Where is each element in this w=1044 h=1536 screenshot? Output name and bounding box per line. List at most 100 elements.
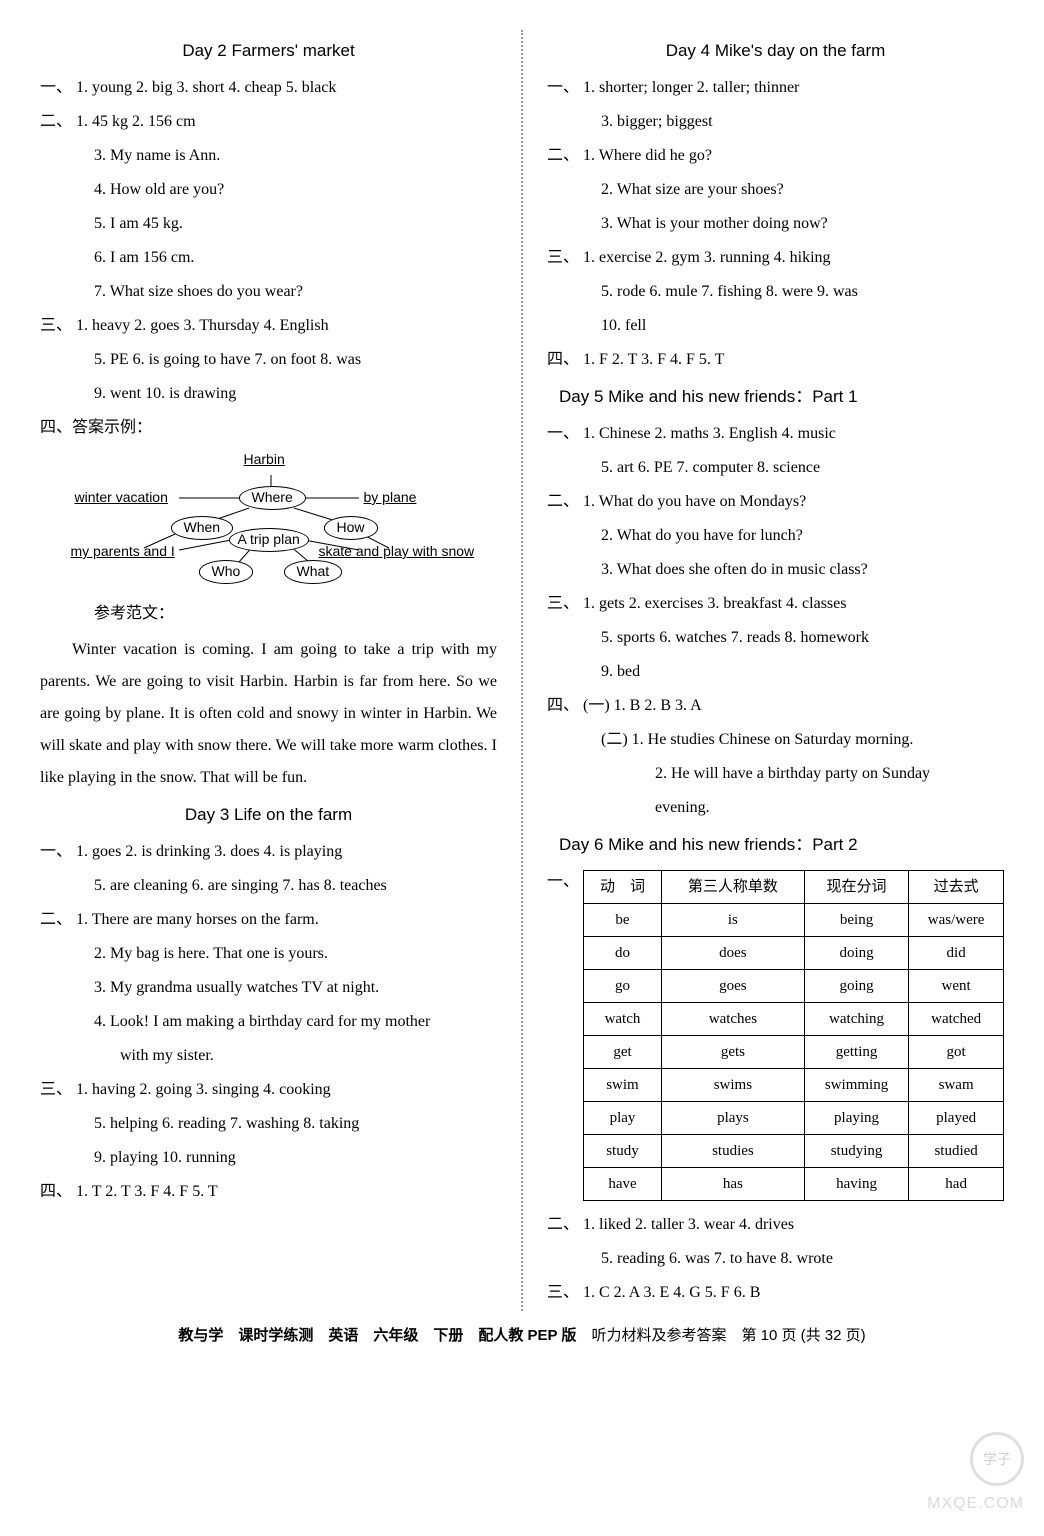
day2-s2-l6: 7. What size shoes do you wear?	[40, 276, 497, 308]
table-cell: swam	[909, 1069, 1004, 1102]
section-label: 二、	[547, 1209, 583, 1241]
day3-title: Day 3 Life on the farm	[40, 798, 497, 832]
day5-s4-p2-1: (二) 1. He studies Chinese on Saturday mo…	[547, 724, 1004, 756]
table-row: swimswimsswimmingswam	[584, 1069, 1004, 1102]
section-label: 一、	[547, 866, 583, 898]
table-cell: watches	[661, 1003, 804, 1036]
table-cell: getting	[804, 1036, 908, 1069]
table-cell: goes	[661, 970, 804, 1003]
day3-s3-l2: 5. helping 6. reading 7. washing 8. taki…	[40, 1108, 497, 1140]
day2-s2-l5: 6. I am 156 cm.	[40, 242, 497, 274]
day3-s2-l4: 4. Look! I am making a birthday card for…	[40, 1006, 497, 1038]
day4-s3-l1: 三、1. exercise 2. gym 3. running 4. hikin…	[547, 242, 1004, 274]
day5-s4-p2-2: 2. He will have a birthday party on Sund…	[547, 758, 1004, 790]
day2-s3-l1: 三、1. heavy 2. goes 3. Thursday 4. Englis…	[40, 310, 497, 342]
table-cell: swims	[661, 1069, 804, 1102]
day2-s4-label: 四、答案示例：	[40, 412, 497, 444]
table-header-row: 动 词 第三人称单数 现在分词 过去式	[584, 871, 1004, 904]
table-cell: did	[909, 937, 1004, 970]
verb-table-wrap: 动 词 第三人称单数 现在分词 过去式 beisbeingwas/weredod…	[583, 866, 1004, 1209]
day6-title: Day 6 Mike and his new friends：Part 2	[547, 828, 1004, 862]
day2-title: Day 2 Farmers' market	[40, 34, 497, 68]
day3-s2-l1: 二、1. There are many horses on the farm.	[40, 904, 497, 936]
answer-text: 1. F 2. T 3. F 4. F 5. T	[583, 351, 724, 368]
day4-s3-l3: 10. fell	[547, 310, 1004, 342]
day5-s3-l3: 9. bed	[547, 656, 1004, 688]
day5-s3-l1: 三、1. gets 2. exercises 3. breakfast 4. c…	[547, 588, 1004, 620]
day5-s1-l1: 一、1. Chinese 2. maths 3. English 4. musi…	[547, 418, 1004, 450]
answer-text: 1. Chinese 2. maths 3. English 4. music	[583, 425, 836, 442]
table-header: 现在分词	[804, 871, 908, 904]
day6-s1: 一、 动 词 第三人称单数 现在分词 过去式 beisbeingwas/were…	[547, 866, 1004, 1209]
day4-s1-l2: 3. bigger; biggest	[547, 106, 1004, 138]
table-cell: going	[804, 970, 908, 1003]
day2-s1: 一、1. young 2. big 3. short 4. cheap 5. b…	[40, 72, 497, 104]
diagram-when-node: When	[171, 516, 234, 540]
answer-text: 1. shorter; longer 2. taller; thinner	[583, 79, 799, 96]
diagram-where-node: Where	[239, 486, 306, 510]
table-cell: has	[661, 1168, 804, 1201]
trip-plan-diagram: Harbin winter vacation by plane my paren…	[79, 450, 459, 590]
table-row: watchwatcheswatchingwatched	[584, 1003, 1004, 1036]
table-cell: doing	[804, 937, 908, 970]
essay-text: Winter vacation is coming. I am going to…	[40, 634, 497, 794]
answer-text: 1. heavy 2. goes 3. Thursday 4. English	[76, 317, 329, 334]
diagram-skate: skate and play with snow	[319, 542, 475, 560]
table-cell: got	[909, 1036, 1004, 1069]
table-cell: playing	[804, 1102, 908, 1135]
table-cell: go	[584, 970, 662, 1003]
answer-text: 1. He studies Chinese on Saturday mornin…	[632, 731, 914, 748]
day6-s2-l1: 二、1. liked 2. taller 3. wear 4. drives	[547, 1209, 1004, 1241]
column-divider	[521, 30, 523, 1311]
table-cell: is	[661, 904, 804, 937]
table-row: getgetsgettinggot	[584, 1036, 1004, 1069]
diagram-what-node: What	[284, 560, 343, 584]
table-cell: get	[584, 1036, 662, 1069]
table-cell: plays	[661, 1102, 804, 1135]
table-cell: studying	[804, 1135, 908, 1168]
watermark-circle: 学子	[970, 1432, 1024, 1486]
answer-text: 1. goes 2. is drinking 3. does 4. is pla…	[76, 843, 342, 860]
diagram-harbin: Harbin	[244, 450, 285, 468]
day3-s2-l2: 2. My bag is here. That one is yours.	[40, 938, 497, 970]
footer-rest: 听力材料及参考答案 第 10 页 (共 32 页)	[576, 1327, 865, 1344]
answer-text: 1. liked 2. taller 3. wear 4. drives	[583, 1216, 794, 1233]
fanwen-label: 参考范文：	[40, 598, 497, 630]
part-label: (二)	[601, 731, 632, 748]
day3-s4: 四、1. T 2. T 3. F 4. F 5. T	[40, 1176, 497, 1208]
diagram-who-node: Who	[199, 560, 254, 584]
table-cell: does	[661, 937, 804, 970]
table-cell: swimming	[804, 1069, 908, 1102]
answer-text: 1. B 2. B 3. A	[614, 697, 702, 714]
table-cell: study	[584, 1135, 662, 1168]
table-row: beisbeingwas/were	[584, 904, 1004, 937]
day2-s2-l1: 二、1. 45 kg 2. 156 cm	[40, 106, 497, 138]
section-label: 三、	[547, 588, 583, 620]
table-row: dodoesdoingdid	[584, 937, 1004, 970]
footer-bold: 教与学 课时学练测 英语 六年级 下册 配人教 PEP 版	[178, 1327, 576, 1344]
section-label: 三、	[40, 310, 76, 342]
day5-s4-p1: 四、(一) 1. B 2. B 3. A	[547, 690, 1004, 722]
day2-s3-l3: 9. went 10. is drawing	[40, 378, 497, 410]
day2-s2-l3: 4. How old are you?	[40, 174, 497, 206]
section-label: 一、	[547, 72, 583, 104]
table-cell: play	[584, 1102, 662, 1135]
day3-s2-l3: 3. My grandma usually watches TV at nigh…	[40, 972, 497, 1004]
section-label: 一、	[40, 836, 76, 868]
table-cell: went	[909, 970, 1004, 1003]
day3-s3-l1: 三、1. having 2. going 3. singing 4. cooki…	[40, 1074, 497, 1106]
table-cell: swim	[584, 1069, 662, 1102]
section-label: 四、	[40, 1176, 76, 1208]
day5-s2-l3: 3. What does she often do in music class…	[547, 554, 1004, 586]
answer-text: 1. What do you have on Mondays?	[583, 493, 806, 510]
table-cell: watching	[804, 1003, 908, 1036]
section-label: 一、	[40, 72, 76, 104]
table-cell: studied	[909, 1135, 1004, 1168]
day4-s1-l1: 一、1. shorter; longer 2. taller; thinner	[547, 72, 1004, 104]
diagram-lines	[79, 450, 459, 590]
section-label: 二、	[40, 904, 76, 936]
verb-table: 动 词 第三人称单数 现在分词 过去式 beisbeingwas/weredod…	[583, 870, 1004, 1201]
day4-s4: 四、1. F 2. T 3. F 4. F 5. T	[547, 344, 1004, 376]
page-container: Day 2 Farmers' market 一、1. young 2. big …	[40, 30, 1004, 1311]
day5-s4-p2-3: evening.	[547, 792, 1004, 824]
